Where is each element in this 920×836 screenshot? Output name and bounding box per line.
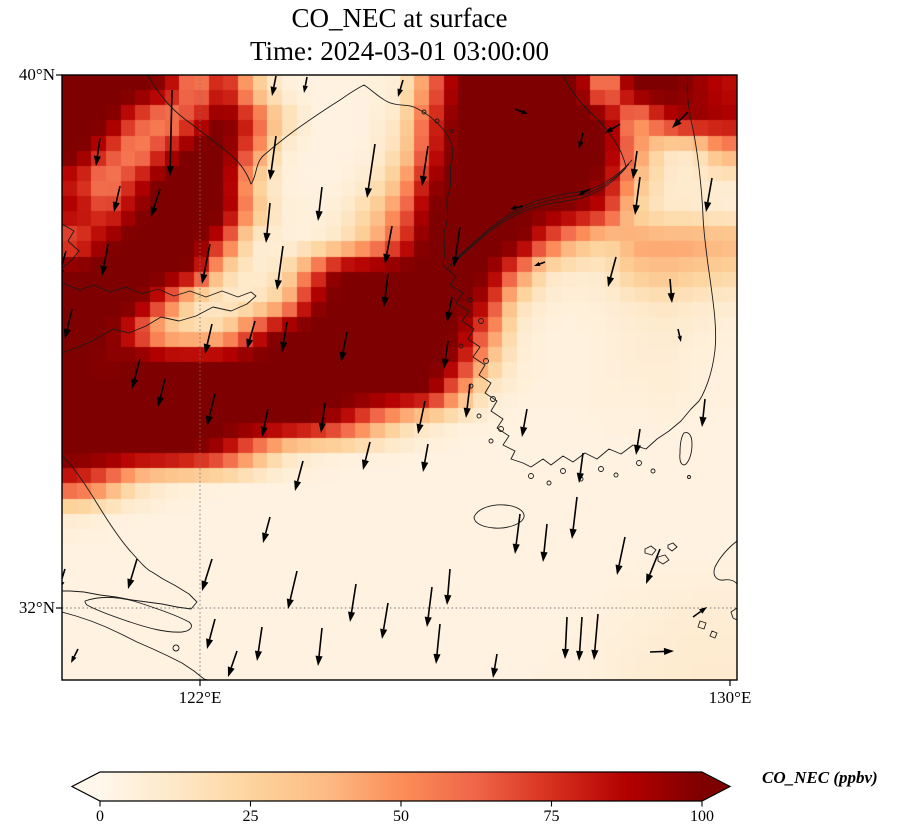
colorbar-label: CO_NEC (ppbv) bbox=[762, 768, 878, 787]
y-tick-label: 40°N bbox=[18, 65, 55, 84]
colorbar-tick-label: 100 bbox=[690, 808, 714, 825]
plot-subtitle: Time: 2024-03-01 03:00:00 bbox=[249, 36, 550, 66]
colorbar bbox=[70, 771, 732, 807]
x-tick-label: 122°E bbox=[178, 688, 222, 707]
colorbar-tick-label: 75 bbox=[543, 808, 560, 825]
map-axes bbox=[62, 75, 737, 680]
y-tick-label: 32°N bbox=[18, 598, 55, 617]
colorbar-tick-label: 25 bbox=[242, 808, 259, 825]
heatmap-canvas bbox=[62, 75, 737, 680]
colorbar-tick-label: 50 bbox=[393, 808, 409, 825]
plot-title: CO_NEC at surface bbox=[291, 3, 508, 33]
x-tick-label: 130°E bbox=[708, 688, 752, 707]
colorbar-tick-label: 0 bbox=[96, 808, 104, 825]
